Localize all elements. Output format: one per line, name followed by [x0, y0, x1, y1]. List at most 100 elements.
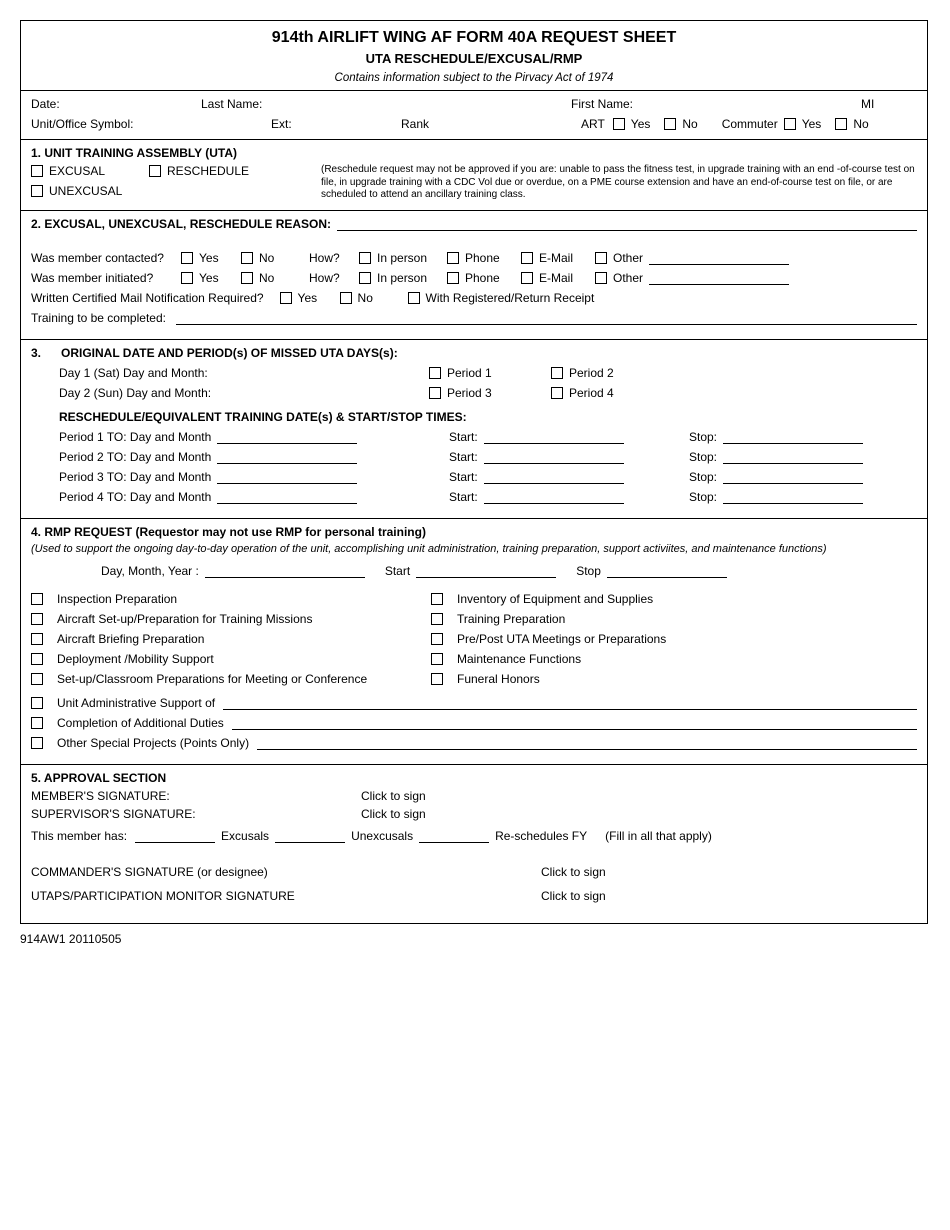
section-1-heading: 1. UNIT TRAINING ASSEMBLY (UTA) — [31, 146, 917, 160]
p2-start-label: Start: — [449, 450, 478, 464]
rmp-left-4-label: Set-up/Classroom Preparations for Meetin… — [57, 672, 367, 686]
rmp-left-4-checkbox[interactable] — [31, 673, 43, 685]
utaps-sig-click[interactable]: Click to sign — [541, 889, 606, 903]
rmp-left-6-line[interactable] — [232, 716, 917, 730]
contacted-phone-checkbox[interactable] — [447, 252, 459, 264]
initiated-yes-checkbox[interactable] — [181, 272, 193, 284]
p4-start-line[interactable] — [484, 490, 624, 504]
p4to-label: Period 4 TO: Day and Month — [59, 490, 211, 504]
unexcusal-checkbox[interactable] — [31, 185, 43, 197]
commuter-no-checkbox[interactable] — [835, 118, 847, 130]
contacted-yes-checkbox[interactable] — [181, 252, 193, 264]
excusal-checkbox[interactable] — [31, 165, 43, 177]
p3-start-label: Start: — [449, 470, 478, 484]
fill-label: (Fill in all that apply) — [605, 829, 712, 843]
period1-checkbox[interactable] — [429, 367, 441, 379]
section-2: 2. EXCUSAL, UNEXCUSAL, RESCHEDULE REASON… — [21, 211, 927, 340]
excusal-label: EXCUSAL — [49, 164, 149, 178]
rmp-left-0-checkbox[interactable] — [31, 593, 43, 605]
commuter-no-label: No — [853, 117, 868, 131]
refy-label: Re-schedules FY — [495, 829, 587, 843]
rmp-stop-label: Stop — [576, 564, 601, 578]
rmp-right-2-checkbox[interactable] — [431, 633, 443, 645]
contacted-inperson-checkbox[interactable] — [359, 252, 371, 264]
p1-start-label: Start: — [449, 430, 478, 444]
section-5: 5. APPROVAL SECTION MEMBER'S SIGNATURE: … — [21, 765, 927, 923]
initiated-other-checkbox[interactable] — [595, 272, 607, 284]
p2-stop-label: Stop: — [689, 450, 717, 464]
refy-line[interactable] — [419, 829, 489, 843]
initiated-phone-checkbox[interactable] — [447, 272, 459, 284]
excusals-line[interactable] — [135, 829, 215, 843]
supervisor-sig-click[interactable]: Click to sign — [361, 807, 426, 821]
p3-date-line[interactable] — [217, 470, 357, 484]
contacted-other-line[interactable] — [649, 251, 789, 265]
rmp-left-7-line[interactable] — [257, 736, 917, 750]
p4-stop-label: Stop: — [689, 490, 717, 504]
contacted-other-checkbox[interactable] — [595, 252, 607, 264]
rmp-left-5-line[interactable] — [223, 696, 917, 710]
rmp-right-4-checkbox[interactable] — [431, 673, 443, 685]
written-yes-checkbox[interactable] — [280, 292, 292, 304]
p2-start-line[interactable] — [484, 450, 624, 464]
training-line[interactable] — [176, 311, 917, 325]
art-label: ART — [581, 117, 605, 131]
rmp-right-1-checkbox[interactable] — [431, 613, 443, 625]
commuter-yes-checkbox[interactable] — [784, 118, 796, 130]
member-sig-click[interactable]: Click to sign — [361, 789, 426, 803]
day2-label: Day 2 (Sun) Day and Month: — [59, 386, 429, 400]
p3-start-line[interactable] — [484, 470, 624, 484]
written-withreg-checkbox[interactable] — [408, 292, 420, 304]
lastname-label: Last Name: — [201, 97, 571, 111]
p2to-label: Period 2 TO: Day and Month — [59, 450, 211, 464]
p2-date-line[interactable] — [217, 450, 357, 464]
p1-stop-label: Stop: — [689, 430, 717, 444]
p3-stop-line[interactable] — [723, 470, 863, 484]
reschedule-label: RESCHEDULE — [167, 164, 249, 178]
p4-stop-line[interactable] — [723, 490, 863, 504]
contacted-no-checkbox[interactable] — [241, 252, 253, 264]
section-4: 4. RMP REQUEST (Requestor may not use RM… — [21, 519, 927, 766]
initiated-other-line[interactable] — [649, 271, 789, 285]
art-no-checkbox[interactable] — [664, 118, 676, 130]
p1-stop-line[interactable] — [723, 430, 863, 444]
rmp-left-6-checkbox[interactable] — [31, 717, 43, 729]
section-5-heading: 5. APPROVAL SECTION — [31, 771, 917, 785]
rmp-left-3-checkbox[interactable] — [31, 653, 43, 665]
dmy-label: Day, Month, Year : — [101, 564, 199, 578]
rmp-left-1-checkbox[interactable] — [31, 613, 43, 625]
rmp-right-0-checkbox[interactable] — [431, 593, 443, 605]
period-row-2: Period 2 TO: Day and Month Start: Stop: — [59, 450, 917, 464]
period3-checkbox[interactable] — [429, 387, 441, 399]
rmp-left-7-checkbox[interactable] — [31, 737, 43, 749]
period2-checkbox[interactable] — [551, 367, 563, 379]
contacted-email-checkbox[interactable] — [521, 252, 533, 264]
rmp-right-4-label: Funeral Honors — [457, 672, 540, 686]
reason-line[interactable] — [337, 217, 917, 231]
period4-checkbox[interactable] — [551, 387, 563, 399]
rmp-start-line[interactable] — [416, 564, 556, 578]
art-yes-checkbox[interactable] — [613, 118, 625, 130]
initiated-no-checkbox[interactable] — [241, 272, 253, 284]
rmp-right-3-checkbox[interactable] — [431, 653, 443, 665]
initiated-inperson-checkbox[interactable] — [359, 272, 371, 284]
written-no-checkbox[interactable] — [340, 292, 352, 304]
training-label: Training to be completed: — [31, 311, 166, 325]
rmp-left-2-checkbox[interactable] — [31, 633, 43, 645]
reschedule-checkbox[interactable] — [149, 165, 161, 177]
rmp-stop-line[interactable] — [607, 564, 727, 578]
commander-sig-click[interactable]: Click to sign — [541, 865, 606, 879]
title-note: Contains information subject to the Pirv… — [21, 72, 927, 84]
section-2-heading: 2. EXCUSAL, UNEXCUSAL, RESCHEDULE REASON… — [31, 217, 331, 231]
dmy-line[interactable] — [205, 564, 365, 578]
rmp-left-5-checkbox[interactable] — [31, 697, 43, 709]
p4-date-line[interactable] — [217, 490, 357, 504]
p1-start-line[interactable] — [484, 430, 624, 444]
art-yes-label: Yes — [631, 117, 651, 131]
date-label: Date: — [31, 97, 201, 111]
initiated-email-checkbox[interactable] — [521, 272, 533, 284]
p1-date-line[interactable] — [217, 430, 357, 444]
p2-stop-line[interactable] — [723, 450, 863, 464]
initiated-how-label: How? — [309, 271, 359, 285]
unexcusals-line[interactable] — [275, 829, 345, 843]
